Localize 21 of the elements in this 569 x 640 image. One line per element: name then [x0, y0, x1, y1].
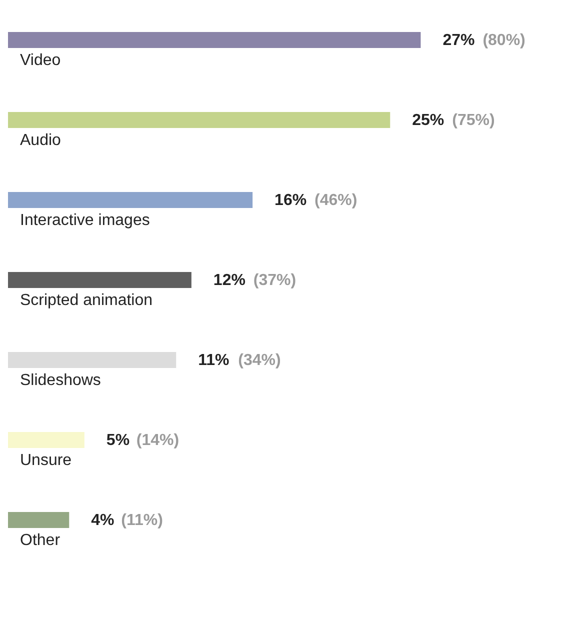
y-tick-label: Interactive images [20, 212, 150, 229]
data-label: 25% (75%) [412, 112, 495, 129]
y-tick-label: Unsure [20, 452, 72, 469]
bar [8, 272, 192, 288]
bar [8, 432, 84, 448]
y-tick-label: Video [20, 52, 61, 69]
bar [8, 192, 253, 208]
data-label: 5% (14%) [106, 432, 180, 449]
data-label: 16% (46%) [274, 192, 358, 209]
data-label: 27% (80%) [442, 32, 526, 49]
bar [8, 512, 70, 528]
y-tick-label: Slideshows [20, 372, 101, 389]
y-tick-label: Audio [20, 132, 62, 149]
data-label: 12% (37%) [213, 272, 296, 289]
bar [8, 112, 390, 128]
y-tick-label: Scripted animation [20, 292, 153, 309]
bar [8, 32, 421, 48]
data-label: 11% (34%) [198, 352, 281, 369]
y-tick-label: Other [20, 532, 61, 549]
bar [8, 352, 176, 368]
data-label: 4% (11%) [91, 512, 163, 529]
